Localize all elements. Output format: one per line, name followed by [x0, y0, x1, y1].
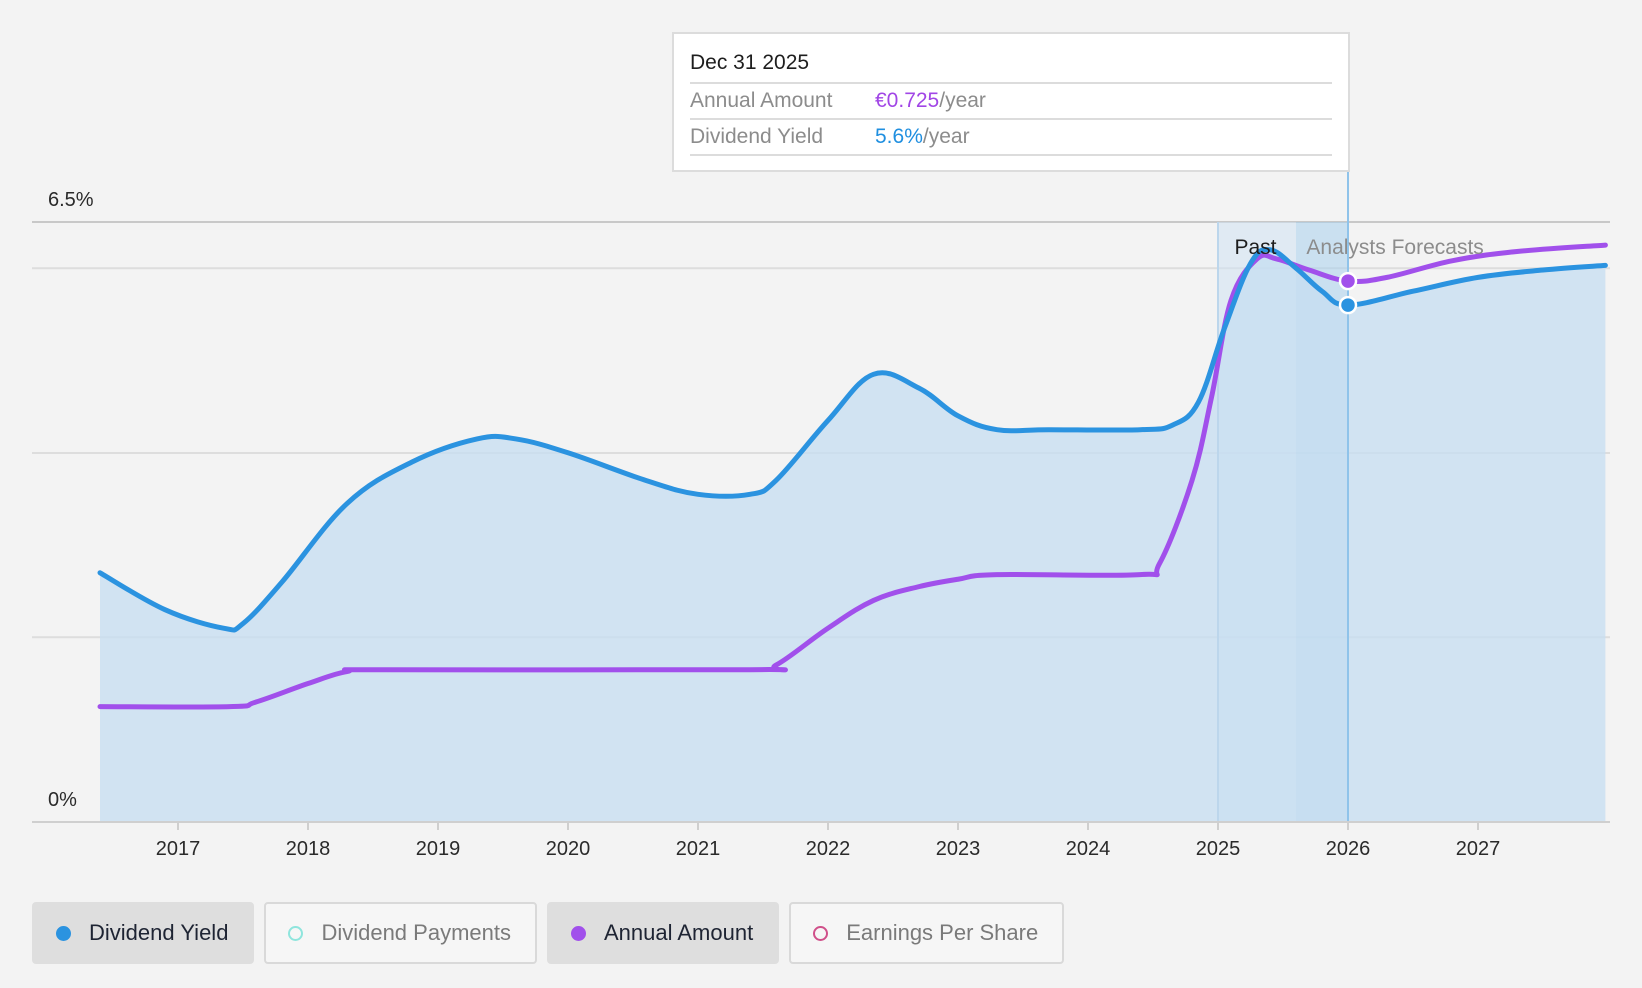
tooltip-label: Annual Amount [690, 89, 833, 112]
legend-label: Dividend Payments [321, 920, 511, 945]
forecast-label: Analysts Forecasts [1306, 236, 1483, 259]
dividend-yield-dot-icon [56, 925, 71, 941]
legend-annual-amount[interactable]: Annual Amount [546, 902, 780, 964]
legend: Dividend Yield Dividend Payments Annual … [32, 902, 1065, 964]
x-tick-label: 2025 [1196, 838, 1241, 860]
legend-dividend-payments[interactable]: Dividend Payments [264, 902, 537, 964]
tooltip-value: €0.725 [875, 89, 940, 112]
x-tick-label: 2017 [156, 838, 201, 860]
x-tick-label: 2022 [806, 838, 851, 860]
x-tick-label: 2018 [286, 838, 331, 860]
legend-label: Earnings Per Share [846, 920, 1039, 945]
x-tick-label: 2020 [546, 838, 591, 860]
y-tick-label: 6.5% [48, 189, 94, 211]
tooltip-row-annual-amount: Annual Amount €0.725 /year [690, 84, 1332, 120]
tooltip-row-dividend-yield: Dividend Yield 5.6% /year [690, 120, 1332, 156]
x-tick-label: 2024 [1066, 838, 1111, 860]
annual-amount-marker [1338, 271, 1358, 291]
x-tick-label: 2023 [936, 838, 981, 860]
tooltip: Dec 31 2025 Annual Amount €0.725 /year D… [672, 32, 1350, 172]
x-tick-label: 2026 [1326, 838, 1371, 860]
dividend-yield-marker [1338, 295, 1358, 315]
tooltip-value: 5.6% [875, 125, 923, 148]
tooltip-label: Dividend Yield [690, 125, 824, 148]
legend-earnings-per-share[interactable]: Earnings Per Share [789, 902, 1065, 964]
x-tick-label: 2019 [416, 838, 461, 860]
legend-label: Dividend Yield [89, 920, 229, 945]
legend-dividend-yield[interactable]: Dividend Yield [32, 902, 255, 964]
x-tick-label: 2027 [1456, 838, 1501, 860]
y-tick-label: 0% [48, 789, 77, 811]
tooltip-unit: /year [922, 125, 970, 148]
tooltip-unit: /year [939, 89, 986, 112]
dividend-yield-area [100, 249, 1606, 823]
tooltip-date: Dec 31 2025 [690, 48, 1332, 84]
legend-label: Annual Amount [603, 920, 754, 945]
past-label: Past [1234, 236, 1276, 259]
dividend-payments-dot-icon [288, 925, 304, 941]
earnings-per-share-dot-icon [813, 925, 829, 941]
annual-amount-line [97, 242, 1608, 710]
dividend-chart: Past Analysts Forecasts 0% 6.5% 2017 2018 2… [32, 170, 1610, 860]
x-tick-label: 2021 [676, 838, 721, 860]
dividend-yield-line [97, 246, 1608, 633]
annual-amount-dot-icon [570, 925, 586, 941]
